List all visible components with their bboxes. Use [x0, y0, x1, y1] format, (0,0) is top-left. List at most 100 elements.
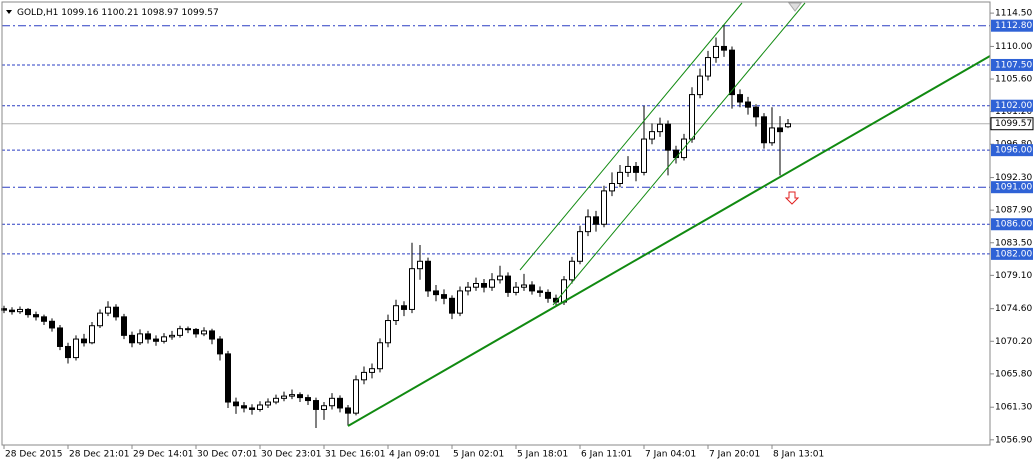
- candle-body: [89, 325, 95, 344]
- candle-body: [505, 275, 511, 293]
- level-label-box: [991, 144, 1033, 157]
- y-tick-label: 1101.20: [995, 107, 1032, 117]
- candle-body: [473, 283, 479, 288]
- level-label: 1082.00: [995, 249, 1032, 259]
- candle-body: [481, 283, 487, 288]
- candle-body: [569, 260, 575, 281]
- candle-body: [17, 308, 23, 313]
- candle-body: [281, 395, 287, 399]
- header-high: 1100.21: [101, 8, 138, 18]
- candle-body: [377, 342, 383, 370]
- axis-layer: 1114.501110.001105.601101.201096.801092.…: [3, 9, 1034, 460]
- candle-body: [385, 320, 391, 344]
- level-label: 1091.00: [995, 183, 1032, 193]
- candle-body: [425, 260, 431, 292]
- channel-line: [552, 2, 806, 306]
- y-tick-label: 1079.10: [995, 271, 1032, 281]
- candle-body: [129, 334, 135, 344]
- candle-body: [665, 123, 671, 151]
- candle-body: [777, 127, 783, 133]
- candle-body: [457, 290, 463, 314]
- header-close: 1099.57: [182, 8, 219, 18]
- candle-body: [137, 333, 143, 344]
- x-tick-label: 4 Jan 09:01: [389, 450, 440, 460]
- level-label-box: [991, 58, 1033, 71]
- candle-body: [121, 316, 127, 336]
- candle-body: [49, 320, 55, 329]
- channel-handle: [788, 2, 802, 12]
- candle-body: [113, 306, 119, 318]
- candle-body: [537, 290, 543, 293]
- y-tick-label: 1105.60: [995, 75, 1032, 85]
- symbol: GOLD,H1: [17, 8, 58, 18]
- candle-body: [209, 330, 215, 340]
- candle-body: [609, 182, 615, 192]
- candle-body: [737, 94, 743, 103]
- candle-body: [41, 316, 47, 322]
- x-tick-label: 6 Jan 11:01: [581, 450, 632, 460]
- candle-body: [193, 328, 199, 335]
- candle-body: [65, 345, 71, 359]
- x-tick-label: 31 Dec 16:01: [325, 450, 386, 460]
- candle-body: [769, 127, 775, 144]
- candle-body: [297, 394, 303, 399]
- candle-body: [145, 333, 151, 340]
- level-label-box: [991, 218, 1033, 231]
- x-tick-label: 28 Dec 2015: [5, 450, 63, 460]
- candle-body: [361, 371, 367, 381]
- channel-line: [519, 2, 743, 271]
- candle-body: [97, 312, 103, 327]
- candle-body: [601, 190, 607, 225]
- candle-body: [417, 260, 423, 270]
- y-tick-label: 1092.30: [995, 173, 1032, 183]
- candle-body: [257, 404, 263, 410]
- candle-body: [633, 165, 639, 173]
- candle-body: [265, 401, 271, 406]
- candle-body: [721, 45, 727, 51]
- header-open: 1099.16: [61, 8, 98, 18]
- candle-body: [33, 314, 39, 318]
- candle-body: [745, 101, 751, 108]
- level-label: 1086.00: [995, 220, 1032, 230]
- level-label: 1112.80: [995, 21, 1032, 31]
- level-label: 1096.00: [995, 146, 1032, 156]
- candle-body: [393, 305, 399, 322]
- candle-body: [105, 306, 111, 314]
- candle-body: [321, 405, 327, 410]
- x-tick-label: 7 Jan 04:01: [645, 450, 696, 460]
- candle-body: [409, 268, 415, 310]
- current-price-box: [990, 117, 1034, 131]
- candle-body: [153, 338, 159, 342]
- x-tick-label: 30 Dec 23:01: [261, 450, 322, 460]
- candle-body: [561, 279, 567, 303]
- candle-body: [313, 400, 319, 410]
- candle-body: [625, 165, 631, 173]
- candle-body: [241, 405, 247, 409]
- candle-body: [337, 397, 343, 409]
- candle-body: [521, 284, 527, 288]
- candle-body: [289, 394, 295, 397]
- levels-layer: [2, 25, 990, 255]
- x-tick-label: 5 Jan 02:01: [453, 450, 504, 460]
- y-tick-label: 1083.50: [995, 238, 1032, 248]
- candle-body: [697, 75, 703, 96]
- candle-body: [9, 309, 15, 313]
- candle-body: [577, 231, 583, 262]
- y-tick-label: 1114.50: [995, 9, 1032, 19]
- y-tick-label: 1065.80: [995, 369, 1032, 379]
- candle-body: [513, 286, 519, 293]
- candles-layer: [1, 24, 791, 428]
- x-tick-label: 8 Jan 13:01: [773, 450, 824, 460]
- candle-body: [465, 286, 471, 292]
- candle-body: [177, 328, 183, 336]
- candle-body: [585, 216, 591, 233]
- candle-body: [25, 308, 31, 316]
- candle-body: [529, 284, 535, 292]
- candle-body: [73, 338, 79, 359]
- candle-body: [81, 338, 87, 344]
- candle-body: [705, 57, 711, 77]
- sell-arrow: [784, 191, 800, 205]
- candle-body: [785, 123, 791, 128]
- candle-body: [753, 106, 759, 118]
